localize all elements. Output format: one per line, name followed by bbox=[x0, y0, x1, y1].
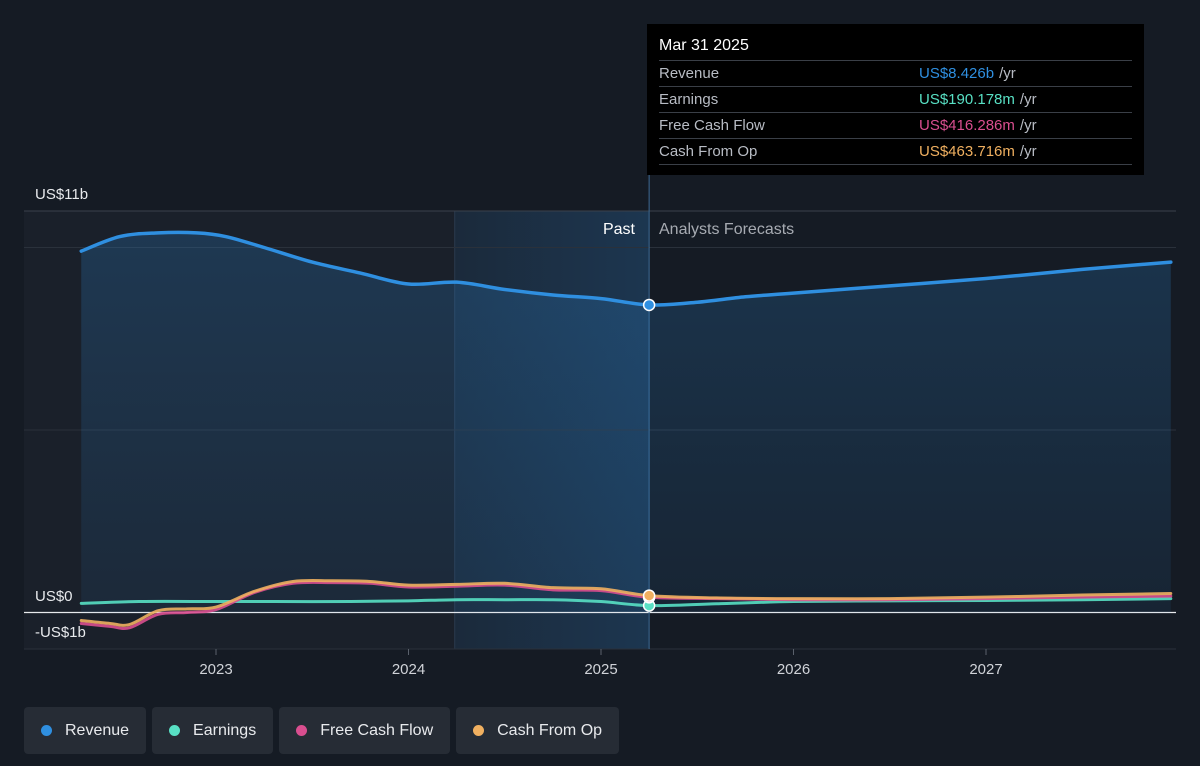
tooltip-row-earnings: Earnings US$190.178m/yr bbox=[659, 86, 1132, 112]
legend-dot-icon bbox=[473, 725, 485, 736]
tooltip-panel: Mar 31 2025 Revenue US$8.426b/yr Earnings U… bbox=[647, 24, 1144, 175]
tooltip-label: Revenue bbox=[659, 65, 720, 82]
y-tick-label-top: US$11b bbox=[35, 186, 88, 203]
revenue-area bbox=[81, 232, 1171, 613]
tooltip-unit: /yr bbox=[999, 65, 1016, 82]
x-tick-label: 2026 bbox=[777, 661, 810, 678]
tooltip-unit: /yr bbox=[1019, 117, 1037, 134]
legend-item-earnings[interactable]: Earnings bbox=[152, 707, 274, 754]
x-tick-label: 2024 bbox=[392, 661, 425, 678]
tooltip-value: US$8.426b bbox=[919, 65, 995, 82]
legend-label: Free Cash Flow bbox=[320, 721, 434, 739]
tooltip-unit: /yr bbox=[1019, 91, 1037, 108]
legend: Revenue Earnings Free Cash Flow Cash From O… bbox=[24, 707, 620, 754]
y-tick-label-bottom: -US$1b bbox=[35, 624, 86, 641]
revenue-marker bbox=[642, 298, 656, 312]
tooltip-row-revenue: Revenue US$8.426b/yr bbox=[659, 60, 1132, 86]
revenue-line bbox=[79, 230, 1173, 307]
tooltip-row-free-cash-flow: Free Cash Flow US$416.286m/yr bbox=[659, 112, 1132, 138]
tooltip-row-cash-from-op: Cash From Op US$463.716m/yr bbox=[659, 138, 1132, 165]
legend-dot-icon bbox=[41, 725, 52, 736]
legend-dot-icon bbox=[169, 725, 181, 736]
tooltip-value: US$463.716m bbox=[919, 143, 1015, 160]
forecast-region-label: Analysts Forecasts bbox=[659, 221, 794, 238]
tooltip-unit: /yr bbox=[1019, 143, 1037, 160]
tooltip-value: US$190.178m bbox=[919, 91, 1015, 108]
x-tick-label: 2027 bbox=[969, 661, 1002, 678]
legend-label: Revenue bbox=[65, 721, 130, 739]
past-region-label: Past bbox=[603, 221, 636, 238]
x-tick-label: 2023 bbox=[199, 661, 232, 678]
legend-item-cash-from-op[interactable]: Cash From Op bbox=[456, 707, 620, 754]
legend-item-free-cash-flow[interactable]: Free Cash Flow bbox=[279, 707, 451, 754]
earnings-line bbox=[79, 597, 1173, 608]
tooltip-date: Mar 31 2025 bbox=[659, 37, 749, 54]
tooltip-label: Cash From Op bbox=[659, 143, 758, 160]
legend-label: Cash From Op bbox=[497, 721, 603, 739]
x-tick-label: 2025 bbox=[584, 661, 617, 678]
cash-from-op-marker bbox=[642, 589, 656, 602]
tooltip-value: US$416.286m bbox=[919, 117, 1015, 134]
legend-label: Earnings bbox=[193, 721, 257, 739]
tooltip-label: Earnings bbox=[659, 91, 719, 108]
tooltip-label: Free Cash Flow bbox=[659, 117, 765, 134]
legend-item-revenue[interactable]: Revenue bbox=[24, 707, 147, 754]
legend-dot-icon bbox=[296, 725, 308, 736]
cash-from-op-line bbox=[79, 578, 1173, 627]
y-tick-label-zero: US$0 bbox=[35, 588, 73, 605]
